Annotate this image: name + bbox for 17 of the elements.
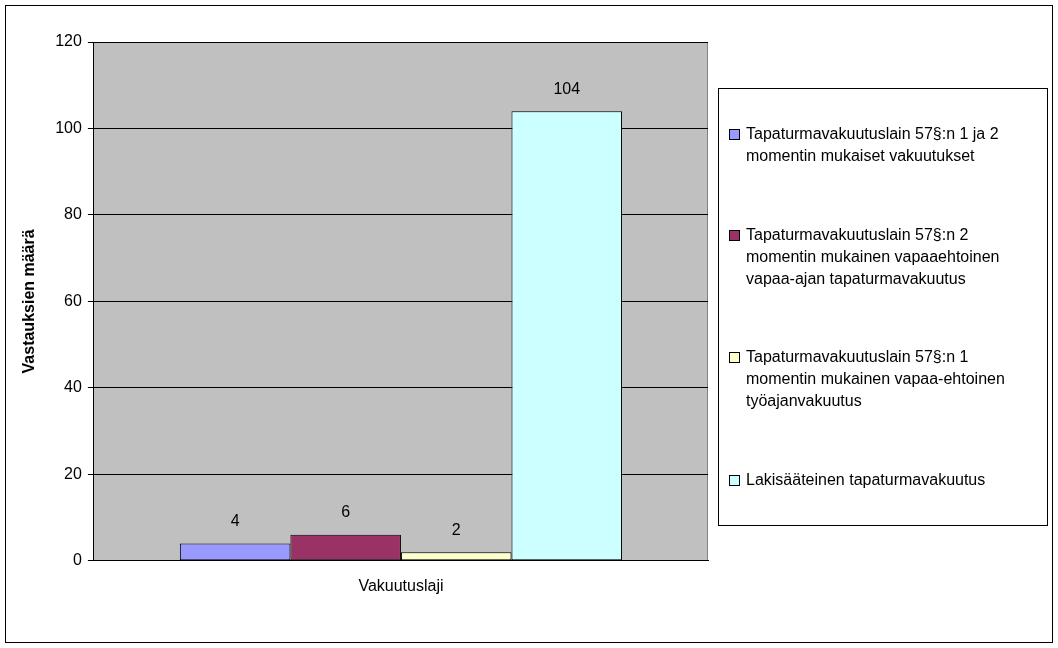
y-tick-label: 20 <box>64 464 82 482</box>
data-label: 104 <box>553 79 581 97</box>
legend-label: Tapaturmavakuutuslain 57§:n 1 ja 2 momentin mukaiset vakuutukset <box>746 124 1000 167</box>
y-axis-title: Vastauksien määrä <box>20 229 38 374</box>
x-tick-label: Vakuutuslaji <box>358 576 444 594</box>
y-tick-label: 120 <box>55 32 82 50</box>
y-tick-label: 100 <box>55 118 82 136</box>
legend-label: Lakisääteinen tapaturmavakuutus <box>746 469 986 490</box>
data-label: 2 <box>451 520 461 538</box>
legend-label: Tapaturmavakuutuslain 57§:n 2 momentin mukainen vapaaehtoinen vapaa-ajan tapaturmavakuutus <box>746 224 1001 289</box>
y-tick-label: 0 <box>72 551 82 569</box>
legend-label: Tapaturmavakuutuslain 57§:n 1 momentin mukainen vapaa-ehtoinen työajanvakuutus <box>746 347 1006 412</box>
y-tick-label: 80 <box>64 205 82 223</box>
y-tick-label: 40 <box>64 378 82 396</box>
data-label: 6 <box>341 503 351 521</box>
y-tick-label: 60 <box>64 291 82 309</box>
data-label: 4 <box>230 511 240 529</box>
